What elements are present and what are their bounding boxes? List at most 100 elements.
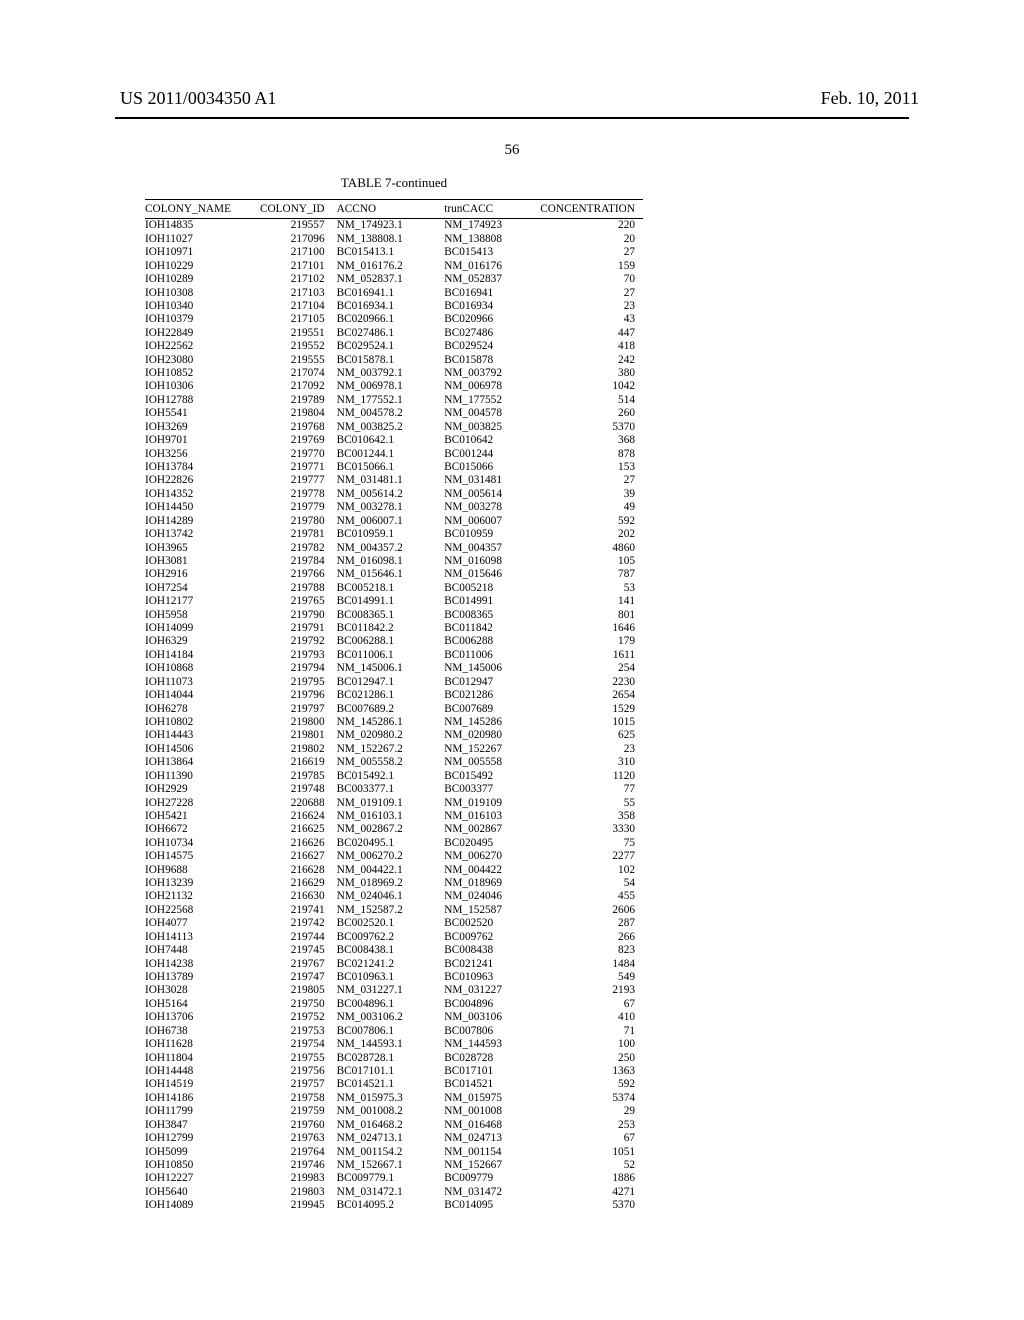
table-cell: NM_002867.2	[337, 823, 445, 836]
table-cell: IOH14352	[145, 487, 260, 500]
table-cell: NM_024713	[444, 1132, 540, 1145]
table-cell: 219763	[260, 1132, 337, 1145]
table-row: IOH11390219785BC015492.1BC0154921120	[145, 769, 643, 782]
table-cell: BC015066.1	[337, 461, 445, 474]
table-cell: 455	[540, 890, 643, 903]
table-cell: BC008438.1	[337, 944, 445, 957]
table-cell: BC016941.1	[337, 286, 445, 299]
table-cell: BC002520	[444, 917, 540, 930]
table-cell: IOH14186	[145, 1091, 260, 1104]
table-cell: IOH22568	[145, 904, 260, 917]
table-cell: BC008438	[444, 944, 540, 957]
table-cell: BC006288	[444, 635, 540, 648]
table-cell: BC010959.1	[337, 528, 445, 541]
table-cell: 514	[540, 393, 643, 406]
table-cell: IOH11804	[145, 1051, 260, 1064]
table-cell: BC027486	[444, 326, 540, 339]
table-cell: NM_003106	[444, 1011, 540, 1024]
table-cell: 102	[540, 863, 643, 876]
table-row: IOH5541219804NM_004578.2NM_004578260	[145, 407, 643, 420]
table-cell: BC010963	[444, 971, 540, 984]
table-cell: NM_006978.1	[337, 380, 445, 393]
table-cell: BC015878	[444, 353, 540, 366]
table-cell: 410	[540, 1011, 643, 1024]
table-cell: 217102	[260, 273, 337, 286]
table-cell: 380	[540, 367, 643, 380]
table-cell: NM_152667.1	[337, 1159, 445, 1172]
table-cell: BC028728.1	[337, 1051, 445, 1064]
table-row: IOH10852217074NM_003792.1NM_003792380	[145, 367, 643, 380]
table-cell: NM_001008	[444, 1105, 540, 1118]
table-cell: NM_031481	[444, 474, 540, 487]
table-row: IOH10229217101NM_016176.2NM_016176159	[145, 259, 643, 272]
table-row: IOH14352219778NM_005614.2NM_00561439	[145, 487, 643, 500]
table-cell: 219793	[260, 649, 337, 662]
table-row: IOH10971217100BC015413.1BC01541327	[145, 246, 643, 259]
table-cell: IOH3269	[145, 420, 260, 433]
table-row: IOH3081219784NM_016098.1NM_016098105	[145, 555, 643, 568]
table-row: IOH10379217105BC020966.1BC02096643	[145, 313, 643, 326]
table-header-row: COLONY_NAME COLONY_ID ACCNO trunCACC CON…	[145, 200, 643, 219]
table-cell: IOH10850	[145, 1159, 260, 1172]
table-cell: 100	[540, 1038, 643, 1051]
table-cell: NM_020980.2	[337, 729, 445, 742]
table-cell: IOH10734	[145, 836, 260, 849]
table-row: IOH13706219752NM_003106.2NM_003106410	[145, 1011, 643, 1024]
table-cell: NM_177552.1	[337, 393, 445, 406]
table-cell: NM_016098	[444, 555, 540, 568]
table-cell: IOH11390	[145, 769, 260, 782]
table-cell: BC015878.1	[337, 353, 445, 366]
table-row: IOH22849219551BC027486.1BC027486447	[145, 326, 643, 339]
table-row: IOH14238219767BC021241.2BC0212411484	[145, 957, 643, 970]
table-cell: BC007689.2	[337, 702, 445, 715]
table-row: IOH6278219797BC007689.2BC0076891529	[145, 702, 643, 715]
table-row: IOH23080219555BC015878.1BC015878242	[145, 353, 643, 366]
table-cell: BC007806.1	[337, 1024, 445, 1037]
table-cell: IOH21132	[145, 890, 260, 903]
table-cell: 52	[540, 1159, 643, 1172]
table-row: IOH4077219742BC002520.1BC002520287	[145, 917, 643, 930]
table-row: IOH14450219779NM_003278.1NM_00327849	[145, 501, 643, 514]
table-cell: 549	[540, 971, 643, 984]
table-cell: 219748	[260, 783, 337, 796]
table-cell: NM_015975	[444, 1091, 540, 1104]
table-cell: BC012947	[444, 675, 540, 688]
table-cell: 219760	[260, 1118, 337, 1131]
table-row: IOH22568219741NM_152587.2NM_1525872606	[145, 904, 643, 917]
table-row: IOH3269219768NM_003825.2NM_0038255370	[145, 420, 643, 433]
table-row: IOH3028219805NM_031227.1NM_0312272193	[145, 984, 643, 997]
table-cell: 219792	[260, 635, 337, 648]
table-cell: 29	[540, 1105, 643, 1118]
table-cell: BC014521.1	[337, 1078, 445, 1091]
table-cell: 27	[540, 474, 643, 487]
table-row: IOH3965219782NM_004357.2NM_0043574860	[145, 541, 643, 554]
table-row: IOH5099219764NM_001154.2NM_0011541051	[145, 1145, 643, 1158]
table-cell: BC015413	[444, 246, 540, 259]
table-cell: NM_031472	[444, 1185, 540, 1198]
table-row: IOH10308217103BC016941.1BC01694127	[145, 286, 643, 299]
table-cell: NM_003792.1	[337, 367, 445, 380]
table-cell: 219800	[260, 716, 337, 729]
table-cell: BC005218	[444, 581, 540, 594]
table-cell: BC008365	[444, 608, 540, 621]
table-cell: 49	[540, 501, 643, 514]
table-cell: 220	[540, 219, 643, 233]
table-cell: IOH13239	[145, 877, 260, 890]
table-cell: 1611	[540, 649, 643, 662]
table-cell: 20	[540, 232, 643, 245]
table-cell: 5370	[540, 1199, 643, 1212]
table-cell: 217103	[260, 286, 337, 299]
table-cell: 219801	[260, 729, 337, 742]
table-cell: IOH13784	[145, 461, 260, 474]
table-row: IOH12177219765BC014991.1BC014991141	[145, 595, 643, 608]
table-cell: NM_003106.2	[337, 1011, 445, 1024]
table-cell: IOH10379	[145, 313, 260, 326]
table-row: IOH14184219793BC011006.1BC0110061611	[145, 649, 643, 662]
table-cell: IOH3028	[145, 984, 260, 997]
table-cell: 2654	[540, 689, 643, 702]
table-row: IOH13789219747BC010963.1BC010963549	[145, 971, 643, 984]
table-cell: 219769	[260, 434, 337, 447]
table-cell: BC016941	[444, 286, 540, 299]
table-cell: BC009762.2	[337, 930, 445, 943]
table-cell: 219784	[260, 555, 337, 568]
